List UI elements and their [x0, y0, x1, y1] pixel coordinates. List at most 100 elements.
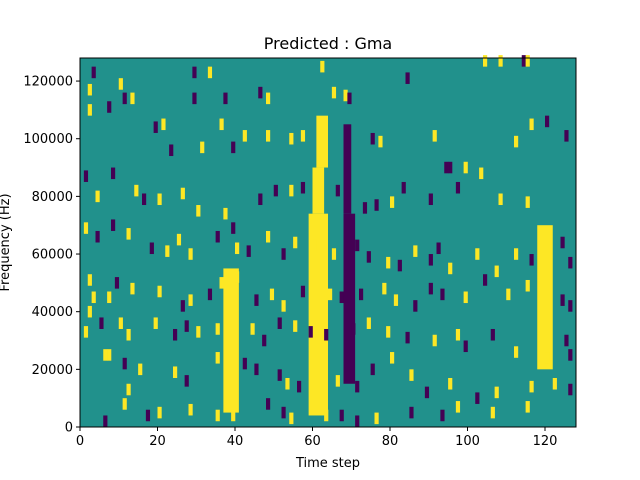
heatmap-cell: [440, 288, 445, 301]
heatmap-cell: [463, 340, 468, 353]
heatmap-cell: [149, 242, 154, 255]
heatmap-cell: [157, 285, 162, 298]
heatmap-cell: [300, 285, 306, 298]
heatmap-cell: [455, 401, 461, 413]
heatmap-cell: [107, 349, 112, 361]
heatmap-cell: [545, 115, 550, 128]
heatmap-cell: [525, 196, 530, 208]
y-tick-label: 100000: [23, 132, 73, 147]
heatmap-cell: [269, 288, 275, 301]
heatmap-cell: [83, 170, 89, 182]
heatmap-cell: [215, 323, 220, 335]
heatmap-cell: [401, 181, 406, 194]
heatmap-cell: [444, 161, 449, 174]
heatmap-band: [537, 225, 553, 370]
heatmap-cell: [324, 328, 329, 341]
heatmap-cell: [351, 323, 356, 335]
heatmap-cell: [483, 55, 488, 67]
heatmap-cell: [564, 334, 569, 347]
heatmap-cell: [514, 248, 519, 260]
heatmap-cell: [184, 320, 189, 332]
heatmap-cell: [568, 256, 573, 269]
heatmap-cell: [277, 317, 282, 329]
heatmap-cell: [355, 239, 360, 252]
heatmap-cell: [413, 245, 418, 257]
heatmap-cell: [122, 92, 127, 105]
heatmap-cell: [428, 254, 433, 266]
heatmap-cell: [514, 346, 519, 358]
heatmap-cell: [293, 320, 298, 332]
heatmap-cell: [103, 415, 108, 427]
heatmap-cell: [180, 187, 185, 200]
y-axis: 0 20000 40000 60000 80000 100000 120000: [23, 75, 80, 436]
heatmap-cell: [87, 274, 92, 286]
heatmap-cell: [324, 409, 329, 422]
heatmap-cell: [266, 230, 271, 243]
heatmap-cell: [455, 328, 461, 341]
heatmap-cell: [192, 66, 197, 79]
heatmap-cell: [386, 326, 391, 338]
heatmap-cell: [262, 334, 267, 347]
heatmap-cell: [180, 300, 185, 312]
heatmap-cell: [300, 181, 306, 194]
heatmap-cell: [266, 398, 271, 410]
heatmap-cell: [196, 205, 201, 217]
heatmap-cell: [165, 245, 170, 257]
heatmap-cell: [424, 386, 430, 399]
heatmap-cell: [339, 409, 344, 422]
heatmap-cell: [281, 406, 286, 419]
heatmap-cell: [483, 274, 488, 286]
y-axis-label: Frequency (Hz): [0, 193, 13, 291]
heatmap-cell: [161, 118, 166, 131]
heatmap-cell: [343, 89, 348, 102]
heatmap-cell: [235, 271, 240, 283]
heatmap-cell: [463, 161, 468, 174]
heatmap-cell: [552, 377, 557, 390]
heatmap-cell: [103, 349, 108, 361]
heatmap-cell: [432, 130, 437, 142]
heatmap-cell: [111, 167, 116, 180]
x-tick-label: 120: [533, 434, 558, 449]
heatmap-cell: [242, 130, 247, 142]
heatmap-cell: [362, 202, 368, 214]
heatmap-cell: [300, 130, 306, 142]
heatmap-cell: [91, 66, 96, 79]
heatmap-cell: [308, 326, 313, 338]
heatmap-cell: [281, 300, 286, 312]
heatmap-cell: [331, 86, 337, 99]
heatmap-cell: [173, 328, 178, 341]
heatmap-cell: [529, 254, 534, 266]
heatmap-cell: [448, 377, 453, 390]
heatmap-cell: [215, 230, 220, 243]
heatmap-cell: [564, 130, 569, 142]
heatmap-cell: [235, 242, 240, 255]
heatmap-cell: [87, 305, 92, 318]
heatmap-cell: [490, 406, 495, 419]
heatmap-cell: [409, 369, 414, 381]
heatmap-cell: [258, 193, 263, 206]
heatmap-cell: [145, 409, 151, 422]
heatmap-cell: [134, 184, 139, 197]
heatmap-cell: [397, 259, 402, 272]
heatmap-cell: [266, 92, 271, 105]
heatmap-cell: [153, 317, 158, 329]
heatmap-cell: [355, 380, 360, 393]
heatmap-cell: [312, 239, 317, 252]
heatmap-cell: [87, 83, 92, 96]
heatmap-cell: [277, 369, 282, 381]
heatmap-cell: [494, 386, 499, 399]
heatmap-cell: [126, 383, 131, 396]
heatmap-cell: [498, 55, 503, 67]
heatmap-cell: [207, 66, 213, 79]
heatmap-cell: [370, 132, 375, 145]
y-tick-label: 60000: [32, 248, 73, 263]
x-tick-label: 60: [304, 434, 321, 449]
heatmap-cell: [130, 282, 135, 295]
heatmap-cell: [448, 161, 453, 174]
heatmap-cell: [242, 357, 247, 370]
heatmap-cell: [281, 248, 286, 260]
heatmap-cell: [188, 403, 193, 416]
heatmap-band: [312, 167, 325, 214]
heatmap-cell: [506, 288, 511, 301]
heatmap-cell: [188, 294, 193, 306]
